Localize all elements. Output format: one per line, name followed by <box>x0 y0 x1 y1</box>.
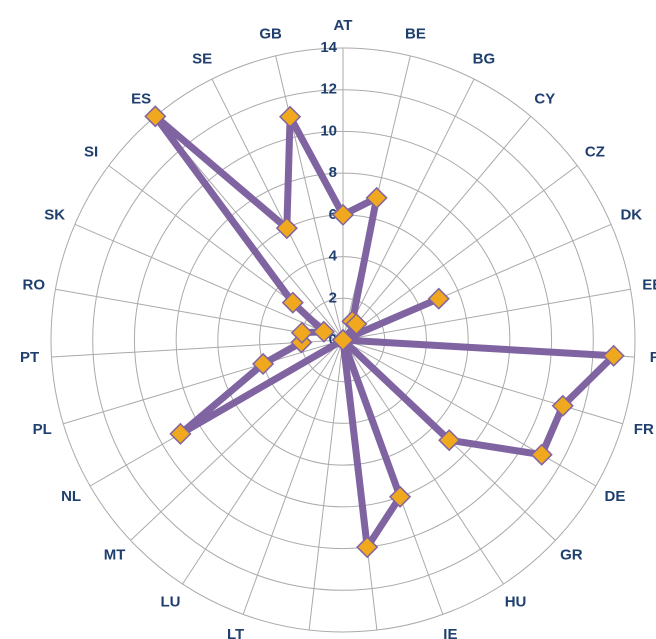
spoke <box>63 339 344 425</box>
category-label: CZ <box>585 143 605 160</box>
marker <box>312 320 335 343</box>
category-label: SK <box>44 207 65 224</box>
category-label: BG <box>473 50 496 67</box>
category-label: FI <box>650 349 656 366</box>
marker <box>530 443 553 466</box>
spoke <box>308 339 344 631</box>
spoke <box>74 223 344 341</box>
spoke <box>182 339 344 585</box>
series-line <box>151 112 618 551</box>
spoke <box>342 339 597 487</box>
marker <box>551 394 574 417</box>
marker <box>290 321 313 344</box>
category-label: IE <box>443 626 457 639</box>
category-label: DK <box>620 207 642 224</box>
r-tick-label: 10 <box>320 122 337 139</box>
spoke <box>130 339 344 541</box>
r-tick-label: 8 <box>329 164 337 181</box>
marker <box>365 186 388 209</box>
spoke <box>211 78 344 341</box>
r-tick-label: 14 <box>320 39 337 56</box>
category-label: FR <box>634 421 654 438</box>
marker <box>252 352 275 375</box>
marker <box>356 536 379 559</box>
category-label: EE <box>642 276 656 293</box>
spoke <box>342 78 475 341</box>
marker <box>144 105 167 128</box>
category-label: SE <box>192 50 212 67</box>
spoke <box>275 55 344 341</box>
category-label: NL <box>61 488 81 505</box>
category-label: AT <box>334 17 353 34</box>
category-label: GR <box>560 546 583 563</box>
spoke <box>342 288 631 341</box>
marker <box>427 287 450 310</box>
category-label: SI <box>84 143 98 160</box>
category-label: MT <box>104 546 126 563</box>
category-label: PL <box>33 421 52 438</box>
r-tick-label: 12 <box>320 81 337 98</box>
category-label: LU <box>160 593 180 610</box>
marker <box>281 291 304 314</box>
category-label: BE <box>405 25 426 42</box>
r-tick-label: 4 <box>329 248 338 265</box>
category-label: CY <box>534 90 555 107</box>
marker <box>275 217 298 240</box>
spoke <box>342 339 504 585</box>
category-label: ES <box>131 90 151 107</box>
marker <box>389 485 412 508</box>
category-label: PT <box>20 349 39 366</box>
marker <box>169 422 192 445</box>
marker <box>279 105 302 128</box>
category-label: RO <box>23 276 46 293</box>
category-label: LT <box>227 626 244 639</box>
marker <box>331 328 355 352</box>
category-label: GB <box>259 25 282 42</box>
spoke <box>242 339 344 615</box>
category-label: HU <box>505 593 527 610</box>
marker <box>345 312 368 336</box>
spoke <box>342 115 532 341</box>
spoke <box>342 165 578 341</box>
spoke <box>342 339 623 425</box>
r-tick-label: 2 <box>329 289 337 306</box>
marker <box>602 344 625 367</box>
category-label: DE <box>605 488 626 505</box>
marker <box>331 203 355 226</box>
marker <box>438 429 461 452</box>
